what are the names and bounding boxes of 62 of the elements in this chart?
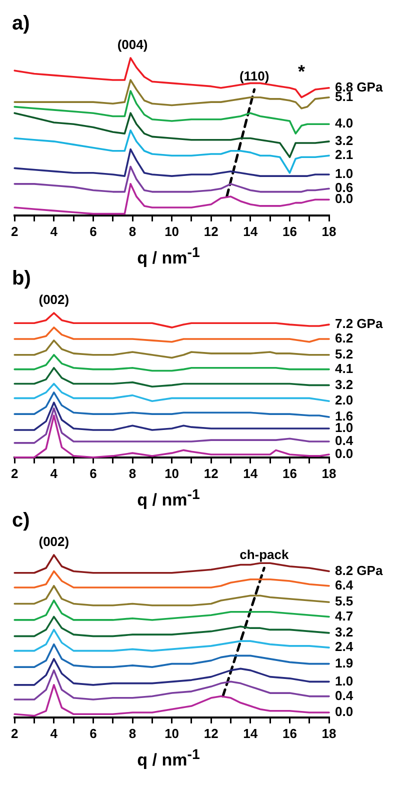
x-tick-label: 10 bbox=[164, 224, 180, 239]
series-label: 6.4 bbox=[335, 577, 354, 592]
series-label: 2.1 bbox=[335, 147, 354, 162]
x-tick-label: 18 bbox=[322, 466, 336, 481]
series-label: 4.1 bbox=[335, 360, 354, 376]
series-label: 6.2 bbox=[335, 330, 354, 346]
x-tick-label: 18 bbox=[322, 224, 336, 239]
series-label: 1.0 bbox=[335, 673, 354, 688]
series-label: 5.2 bbox=[335, 346, 354, 362]
x-tick-label: 4 bbox=[50, 466, 58, 481]
series-label: 4.7 bbox=[335, 608, 354, 624]
x-tick-label: 4 bbox=[50, 726, 58, 741]
x-tick-label: 14 bbox=[243, 726, 258, 741]
x-tick-label: 14 bbox=[243, 224, 258, 239]
x-tick-label: 12 bbox=[204, 726, 218, 741]
annotation: (004) bbox=[117, 37, 148, 52]
series-label: 0.0 bbox=[335, 704, 354, 720]
x-tick-label: 6 bbox=[90, 726, 97, 741]
x-tick-label: 2 bbox=[11, 726, 18, 741]
series-label: 0.4 bbox=[335, 433, 354, 448]
x-tick-label: 12 bbox=[204, 466, 218, 481]
x-axis-title: q / nm$^{-1}$ bbox=[136, 746, 201, 770]
x-tick-label: 16 bbox=[282, 224, 297, 239]
x-tick-label: 16 bbox=[282, 466, 297, 481]
x-tick-label: 8 bbox=[128, 224, 136, 239]
series-label: 3.2 bbox=[335, 376, 354, 392]
chart-title: a) bbox=[12, 12, 30, 35]
series-label: 5.5 bbox=[335, 594, 354, 609]
x-tick-label: 8 bbox=[128, 466, 136, 481]
series-label: 2.0 bbox=[335, 392, 354, 408]
series-label: 1.0 bbox=[335, 166, 354, 182]
annotation: (002) bbox=[38, 292, 70, 308]
x-axis-title: q / nm$^{-1}$ bbox=[136, 486, 201, 510]
chart-title: c) bbox=[12, 510, 30, 532]
series-label: 0.0 bbox=[335, 191, 354, 206]
x-tick-label: 2 bbox=[11, 224, 18, 239]
x-tick-label: 2 bbox=[11, 466, 18, 481]
x-tick-label: 10 bbox=[164, 466, 180, 481]
annotation: ch-pack bbox=[240, 547, 290, 562]
x-axis-title: q / nm$^{-1}$ bbox=[136, 244, 201, 268]
series-label: 0.4 bbox=[335, 688, 354, 703]
x-tick-label: 8 bbox=[128, 726, 136, 741]
annotation: (002) bbox=[38, 534, 70, 550]
x-tick-label: 18 bbox=[322, 726, 336, 741]
x-tick-label: 4 bbox=[50, 224, 58, 239]
series-label: 4.0 bbox=[335, 116, 354, 131]
annotation: (110) bbox=[240, 68, 270, 84]
x-tick-label: 12 bbox=[204, 224, 218, 239]
series-label: 0.0 bbox=[335, 446, 354, 462]
series-label: 3.2 bbox=[335, 624, 354, 640]
chart-title: b) bbox=[12, 268, 31, 290]
series-label: 2.4 bbox=[335, 639, 354, 654]
series-label: 3.2 bbox=[335, 133, 354, 148]
x-tick-label: 10 bbox=[164, 726, 180, 741]
x-tick-label: 14 bbox=[243, 466, 258, 481]
x-tick-label: 6 bbox=[90, 224, 97, 239]
x-tick-label: 6 bbox=[90, 466, 97, 481]
annotation: * bbox=[298, 61, 305, 82]
series-label: 7.2 GPa bbox=[335, 316, 384, 332]
series-label: 1.9 bbox=[335, 655, 354, 670]
x-tick-label: 16 bbox=[282, 726, 297, 741]
series-label: 8.2 GPa bbox=[335, 562, 384, 578]
